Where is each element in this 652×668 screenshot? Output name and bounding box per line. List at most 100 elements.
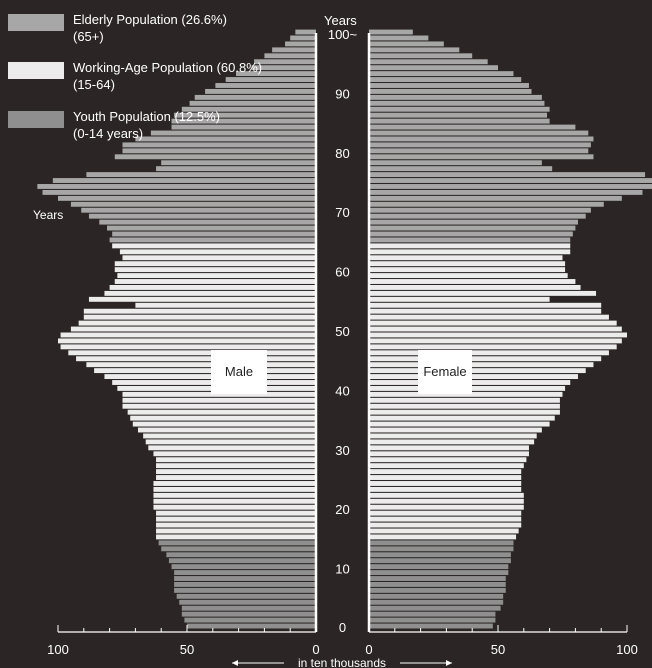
female-bar-age-32	[369, 433, 537, 439]
female-bar-age-67	[369, 225, 576, 231]
x-axis-caption: in ten thousands	[298, 656, 386, 668]
female-bar-age-91	[369, 83, 529, 88]
legend-swatch-working-age	[8, 62, 64, 79]
male-bar-age-2	[181, 611, 316, 617]
y-tick-label-100: 100~	[328, 27, 358, 42]
female-bar-age-36	[369, 409, 560, 415]
male-bar-age-52	[83, 314, 316, 320]
female-bar-age-90	[369, 88, 532, 94]
female-bar-age-63	[369, 249, 571, 255]
male-bar-age-98	[285, 41, 316, 47]
y-tick-label-40: 40	[335, 383, 349, 398]
male-bar-age-71	[70, 201, 317, 207]
male-bar-age-73	[42, 189, 317, 195]
male-bar-age-86	[174, 112, 316, 118]
x-caption-arrowhead-right	[446, 660, 452, 666]
female-bar-age-64	[369, 243, 571, 249]
female-bar-age-97	[369, 47, 460, 53]
male-bar-age-74	[37, 184, 317, 189]
male-bar-age-9	[174, 570, 316, 576]
female-bar-age-52	[369, 314, 609, 320]
male-bar-age-25	[156, 475, 316, 480]
y-tick-label-20: 20	[335, 502, 349, 517]
female-bar-age-53	[369, 308, 602, 314]
male-bar-age-20	[153, 504, 316, 510]
male-bar-age-90	[205, 88, 316, 94]
female-bar-age-21	[369, 498, 524, 504]
female-bar-age-74	[369, 184, 652, 189]
female-bar-age-62	[369, 255, 563, 261]
female-bar-age-24	[369, 481, 522, 486]
y-tick-label-90: 90	[335, 86, 349, 101]
legend-swatch-elderly	[8, 14, 64, 31]
male-bar-age-46	[68, 350, 316, 356]
female-bar-age-48	[369, 338, 622, 344]
female-bar-age-49	[369, 332, 627, 338]
female-bar-age-0	[369, 623, 493, 629]
female-bar-age-50	[369, 326, 622, 332]
y-tick-label-0: 0	[339, 620, 346, 635]
female-bar-age-51	[369, 320, 617, 326]
male-bar-age-58	[114, 279, 316, 284]
male-bar-age-19	[156, 510, 316, 516]
female-bar-age-66	[369, 231, 573, 237]
female-bar-age-93	[369, 71, 514, 77]
x-tick-label-left-100: 100	[47, 642, 69, 657]
female-bar-age-2	[369, 611, 496, 617]
male-bar-age-92	[225, 77, 316, 82]
years-left-label: Years	[33, 208, 64, 222]
male-bar-age-30	[148, 445, 316, 451]
male-bar-age-83	[150, 130, 316, 136]
male-bar-age-50	[70, 326, 317, 332]
male-bar-age-67	[107, 225, 317, 231]
male-bar-age-5	[176, 593, 316, 599]
x-caption-arrowhead-left	[232, 660, 238, 666]
male-bar-age-57	[109, 285, 316, 290]
female-bar-age-59	[369, 273, 568, 279]
male-bar-age-49	[60, 332, 316, 338]
female-bar-age-6	[369, 587, 506, 593]
female-bar-age-22	[369, 492, 524, 498]
female-bar-age-87	[369, 106, 550, 112]
male-bar-age-53	[83, 308, 316, 314]
female-bar-age-20	[369, 504, 524, 510]
female-bar-age-84	[369, 124, 576, 130]
male-bar-age-38	[122, 397, 316, 403]
female-bar-age-30	[369, 445, 529, 451]
x-tick-label-left-50: 50	[180, 642, 194, 657]
male-bar-age-16	[156, 528, 316, 534]
female-bar-age-26	[369, 469, 522, 475]
female-bar-age-98	[369, 41, 444, 47]
male-bar-age-26	[156, 469, 316, 475]
female-bar-age-92	[369, 77, 522, 82]
female-bar-age-99	[369, 35, 429, 41]
male-bar-age-70	[81, 207, 316, 213]
female-bar-age-19	[369, 510, 522, 516]
male-bar-age-89	[194, 94, 316, 100]
male-bar-age-29	[153, 451, 316, 457]
female-bar-age-71	[369, 201, 604, 207]
male-bar-age-62	[122, 255, 316, 261]
male-bar-age-33	[137, 427, 316, 433]
female-bar-age-9	[369, 570, 509, 576]
female-bar-age-85	[369, 118, 550, 124]
male-bar-age-54	[135, 302, 316, 308]
male-bar-age-6	[174, 587, 316, 593]
female-bar-age-75	[369, 178, 652, 183]
male-bar-age-63	[119, 249, 316, 255]
y-tick-label-50: 50	[335, 324, 349, 339]
female-bar-age-43	[369, 368, 586, 374]
male-bar-age-51	[78, 320, 316, 326]
legend-label-youth: Youth Population (12.5%) (0-14 years)	[73, 109, 220, 141]
legend-swatch-youth	[8, 111, 64, 128]
male-bar-age-65	[109, 237, 316, 243]
male-bar-age-14	[158, 540, 316, 546]
female-bar-age-57	[369, 285, 581, 290]
female-bar-age-13	[369, 546, 514, 552]
male-bar-age-24	[153, 481, 316, 486]
female-bar-age-11	[369, 558, 511, 564]
male-bar-age-4	[179, 599, 316, 605]
male-bar-age-12	[166, 552, 316, 558]
y-tick-label-10: 10	[335, 562, 349, 577]
female-bar-age-28	[369, 457, 527, 463]
